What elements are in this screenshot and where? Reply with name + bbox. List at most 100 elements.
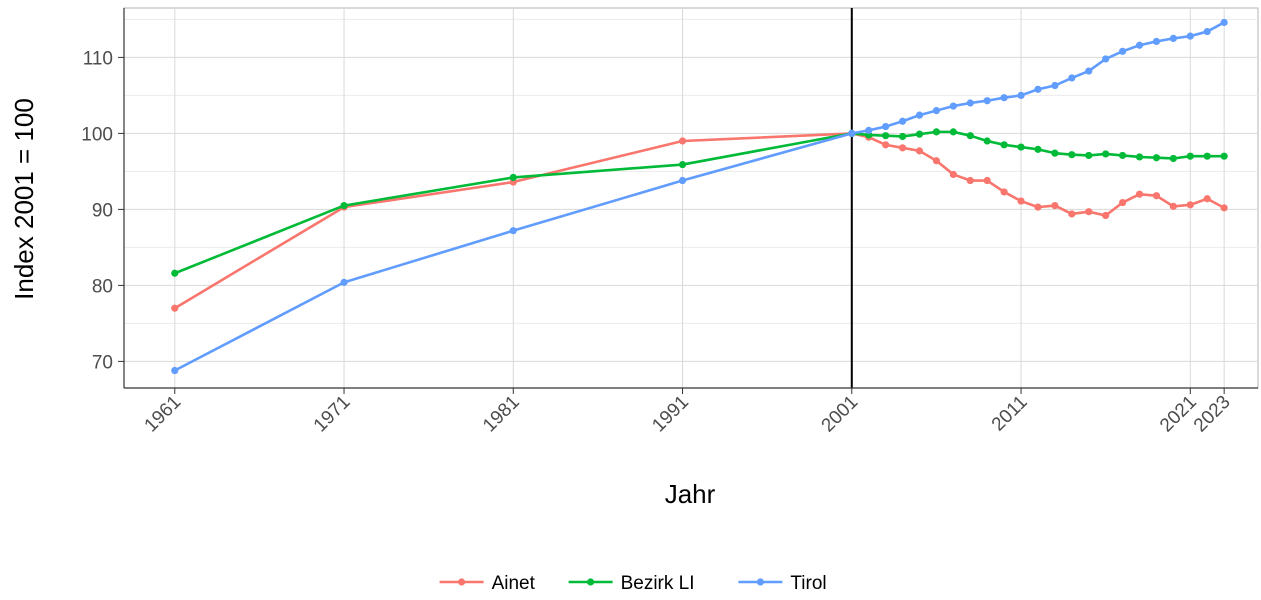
data-point	[171, 366, 179, 375]
x-tick-label: 1991	[648, 392, 693, 437]
plot-border	[123, 7, 1259, 389]
data-point	[1152, 37, 1161, 46]
data-point	[898, 117, 907, 125]
legend-item: Ainet	[439, 573, 536, 594]
legend-label: Ainet	[492, 573, 536, 594]
data-point	[949, 170, 957, 179]
data-point	[1118, 151, 1127, 160]
y-tick-label: 100	[81, 124, 113, 145]
data-point	[882, 141, 890, 149]
data-point	[171, 304, 179, 312]
data-point	[1051, 81, 1059, 90]
data-point	[966, 132, 974, 140]
data-point	[882, 122, 890, 131]
data-point	[678, 176, 687, 185]
y-axis-title: Index 2001 = 100	[9, 98, 39, 300]
data-point	[882, 132, 890, 140]
legend-item: Bezirk LI	[568, 573, 695, 594]
x-tick-label: 2021	[1156, 392, 1201, 437]
legend-key-point	[587, 578, 595, 586]
data-point	[1017, 143, 1025, 151]
data-point	[898, 144, 907, 152]
data-point	[1102, 55, 1110, 63]
data-point	[966, 99, 974, 107]
series-group	[171, 18, 1228, 375]
grid	[123, 7, 1259, 389]
data-point	[1000, 94, 1008, 102]
legend-item: Tirol	[738, 573, 827, 594]
data-point	[1068, 151, 1076, 159]
data-point	[949, 128, 957, 136]
legend-label: Bezirk LI	[621, 573, 695, 594]
data-point	[1000, 141, 1008, 149]
data-point	[1169, 34, 1177, 43]
data-point	[898, 132, 907, 141]
data-point	[1068, 74, 1076, 82]
data-point	[1034, 85, 1042, 93]
axes: 70 80 90 100 110 1961 1971 1981 1991 2001 2011 2021…	[81, 8, 1258, 436]
legend-label: Tirol	[790, 573, 826, 594]
data-point	[915, 147, 924, 155]
data-point	[1169, 202, 1177, 210]
data-point	[1017, 91, 1025, 99]
data-point	[1203, 152, 1211, 160]
series-line	[173, 21, 1226, 372]
data-point	[509, 227, 517, 235]
series-bezirk-li	[171, 128, 1228, 277]
x-tick-label: 2011	[988, 392, 1032, 436]
data-point	[340, 278, 348, 286]
x-tick-label: 2023	[1190, 392, 1235, 437]
data-point	[1186, 201, 1194, 209]
data-point	[1068, 210, 1076, 218]
data-point	[1085, 67, 1093, 75]
x-tick-label: 1961	[141, 392, 186, 437]
data-point	[1118, 198, 1127, 207]
data-point	[983, 97, 991, 105]
data-point	[983, 176, 991, 185]
data-point	[932, 128, 941, 136]
legend-key-point	[756, 578, 765, 586]
series-tirol	[171, 18, 1228, 375]
data-point	[678, 137, 687, 145]
data-point	[1135, 41, 1144, 49]
y-tick-label: 80	[92, 276, 113, 297]
data-point	[1220, 18, 1228, 27]
data-point	[915, 111, 924, 119]
legend-key-point	[458, 578, 466, 586]
data-point	[1186, 32, 1194, 40]
data-point	[1017, 197, 1025, 205]
data-point	[1102, 150, 1110, 158]
series-line	[173, 132, 1226, 310]
series-line	[173, 130, 1226, 275]
y-tick-label: 110	[83, 48, 113, 69]
data-point	[949, 102, 957, 110]
data-point	[1085, 151, 1093, 160]
data-point	[848, 129, 856, 137]
data-point	[1135, 153, 1144, 161]
data-point	[1152, 154, 1161, 162]
y-tick-label: 90	[92, 200, 113, 221]
data-point	[1152, 192, 1161, 200]
data-point	[1203, 195, 1211, 203]
data-point	[1220, 204, 1228, 212]
data-point	[865, 126, 873, 134]
x-tick-label: 1971	[310, 392, 355, 437]
data-point	[1118, 47, 1127, 55]
data-point	[1102, 211, 1110, 220]
data-point	[1186, 152, 1194, 160]
legend: Ainet Bezirk LI Tirol	[439, 573, 827, 594]
data-point	[932, 107, 941, 115]
data-point	[1051, 149, 1059, 157]
data-point	[1000, 188, 1008, 196]
data-point	[1135, 190, 1144, 198]
data-point	[915, 130, 924, 138]
data-point	[983, 137, 991, 145]
data-point	[1203, 27, 1211, 36]
data-point	[932, 157, 941, 165]
x-tick-label: 2001	[818, 392, 863, 437]
data-point	[1034, 203, 1042, 211]
y-tick-label: 70	[92, 352, 113, 373]
data-point	[1034, 145, 1042, 153]
